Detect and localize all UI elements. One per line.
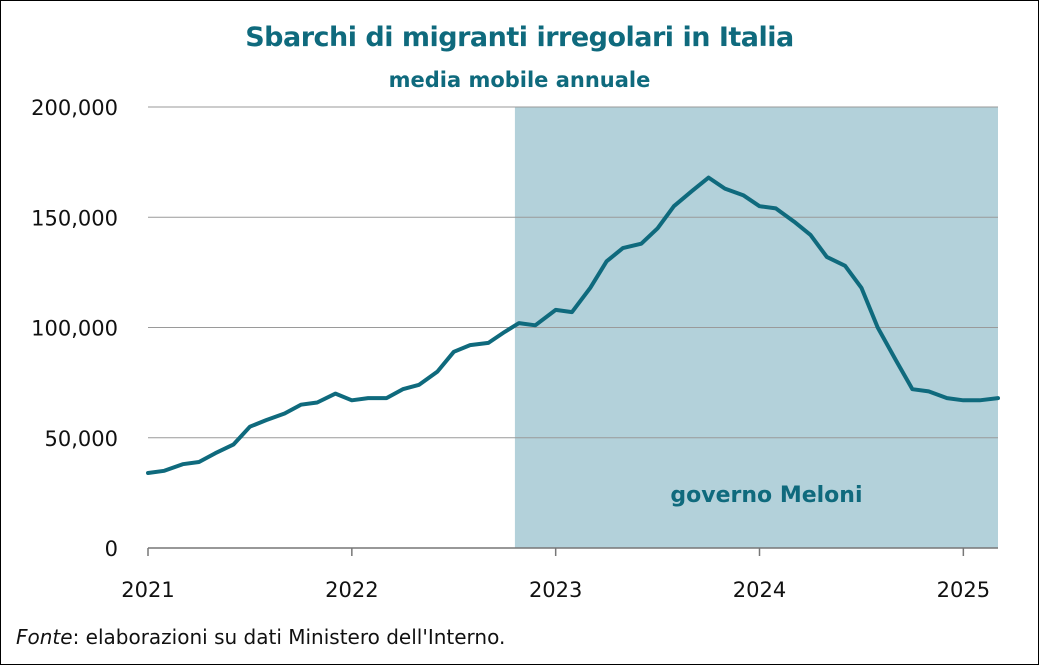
x-tick-label: 2023 xyxy=(529,578,582,602)
y-tick-label: 200,000 xyxy=(31,96,118,120)
sbarchi-series-line xyxy=(146,175,1000,475)
source-text: : elaborazioni su dati Ministero dell'In… xyxy=(72,625,506,649)
source-note: Fonte: elaborazioni su dati Ministero de… xyxy=(16,625,505,649)
chart-title: Sbarchi di migranti irregolari in Italia xyxy=(245,22,794,53)
x-tick-label: 2022 xyxy=(325,578,378,602)
x-tick-label: 2021 xyxy=(121,578,174,602)
y-tick-label: 0 xyxy=(105,537,118,561)
y-tick-label: 150,000 xyxy=(31,206,118,230)
x-tick-label: 2025 xyxy=(937,578,990,602)
governo-meloni-label: governo Meloni xyxy=(670,483,862,508)
x-tick-label: 2024 xyxy=(733,578,786,602)
source-label: Fonte xyxy=(16,625,73,649)
chart-subtitle: media mobile annuale xyxy=(388,68,651,92)
y-tick-label: 50,000 xyxy=(45,427,118,451)
y-tick-label: 100,000 xyxy=(31,317,118,341)
